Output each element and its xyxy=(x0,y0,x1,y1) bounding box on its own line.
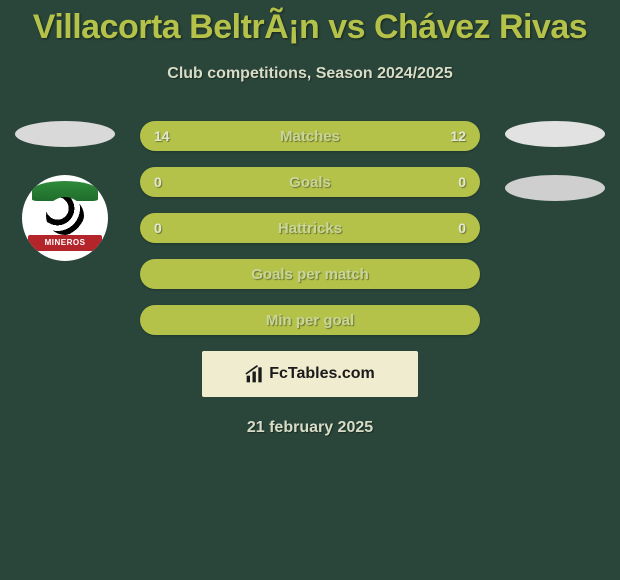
stat-label: Matches xyxy=(140,128,480,145)
comparison-content: MINEROS 14 Matches 12 0 Goals 0 0 Hattri… xyxy=(0,121,620,437)
stat-row-goals-per-match: Goals per match xyxy=(140,259,480,289)
stat-right-value: 12 xyxy=(450,128,466,144)
bar-chart-icon xyxy=(245,364,265,384)
source-logo-text: FcTables.com xyxy=(269,365,375,383)
stat-label: Hattricks xyxy=(140,220,480,237)
stat-row-matches: 14 Matches 12 xyxy=(140,121,480,151)
team-oval-right-1 xyxy=(505,121,605,147)
crest-banner-text: MINEROS xyxy=(28,235,102,251)
left-player-column: MINEROS xyxy=(10,121,120,261)
team-oval-left xyxy=(15,121,115,147)
date-text: 21 february 2025 xyxy=(140,419,480,437)
subtitle: Club competitions, Season 2024/2025 xyxy=(0,65,620,83)
right-player-column xyxy=(500,121,610,229)
stat-left-value: 0 xyxy=(154,220,162,236)
stat-left-value: 0 xyxy=(154,174,162,190)
stat-label: Min per goal xyxy=(140,312,480,329)
stat-label: Goals per match xyxy=(140,266,480,283)
source-logo-box: FcTables.com xyxy=(202,351,418,397)
stat-rows: 14 Matches 12 0 Goals 0 0 Hattricks 0 Go… xyxy=(140,121,480,437)
page-title: Villacorta BeltrÃ¡n vs Chávez Rivas xyxy=(0,0,620,47)
stat-row-hattricks: 0 Hattricks 0 xyxy=(140,213,480,243)
stat-right-value: 0 xyxy=(458,220,466,236)
stat-row-min-per-goal: Min per goal xyxy=(140,305,480,335)
stat-left-value: 14 xyxy=(154,128,170,144)
crest-ball-icon xyxy=(46,197,84,235)
stat-label: Goals xyxy=(140,174,480,191)
stat-row-goals: 0 Goals 0 xyxy=(140,167,480,197)
club-crest-left: MINEROS xyxy=(22,175,108,261)
stat-right-value: 0 xyxy=(458,174,466,190)
team-oval-right-2 xyxy=(505,175,605,201)
